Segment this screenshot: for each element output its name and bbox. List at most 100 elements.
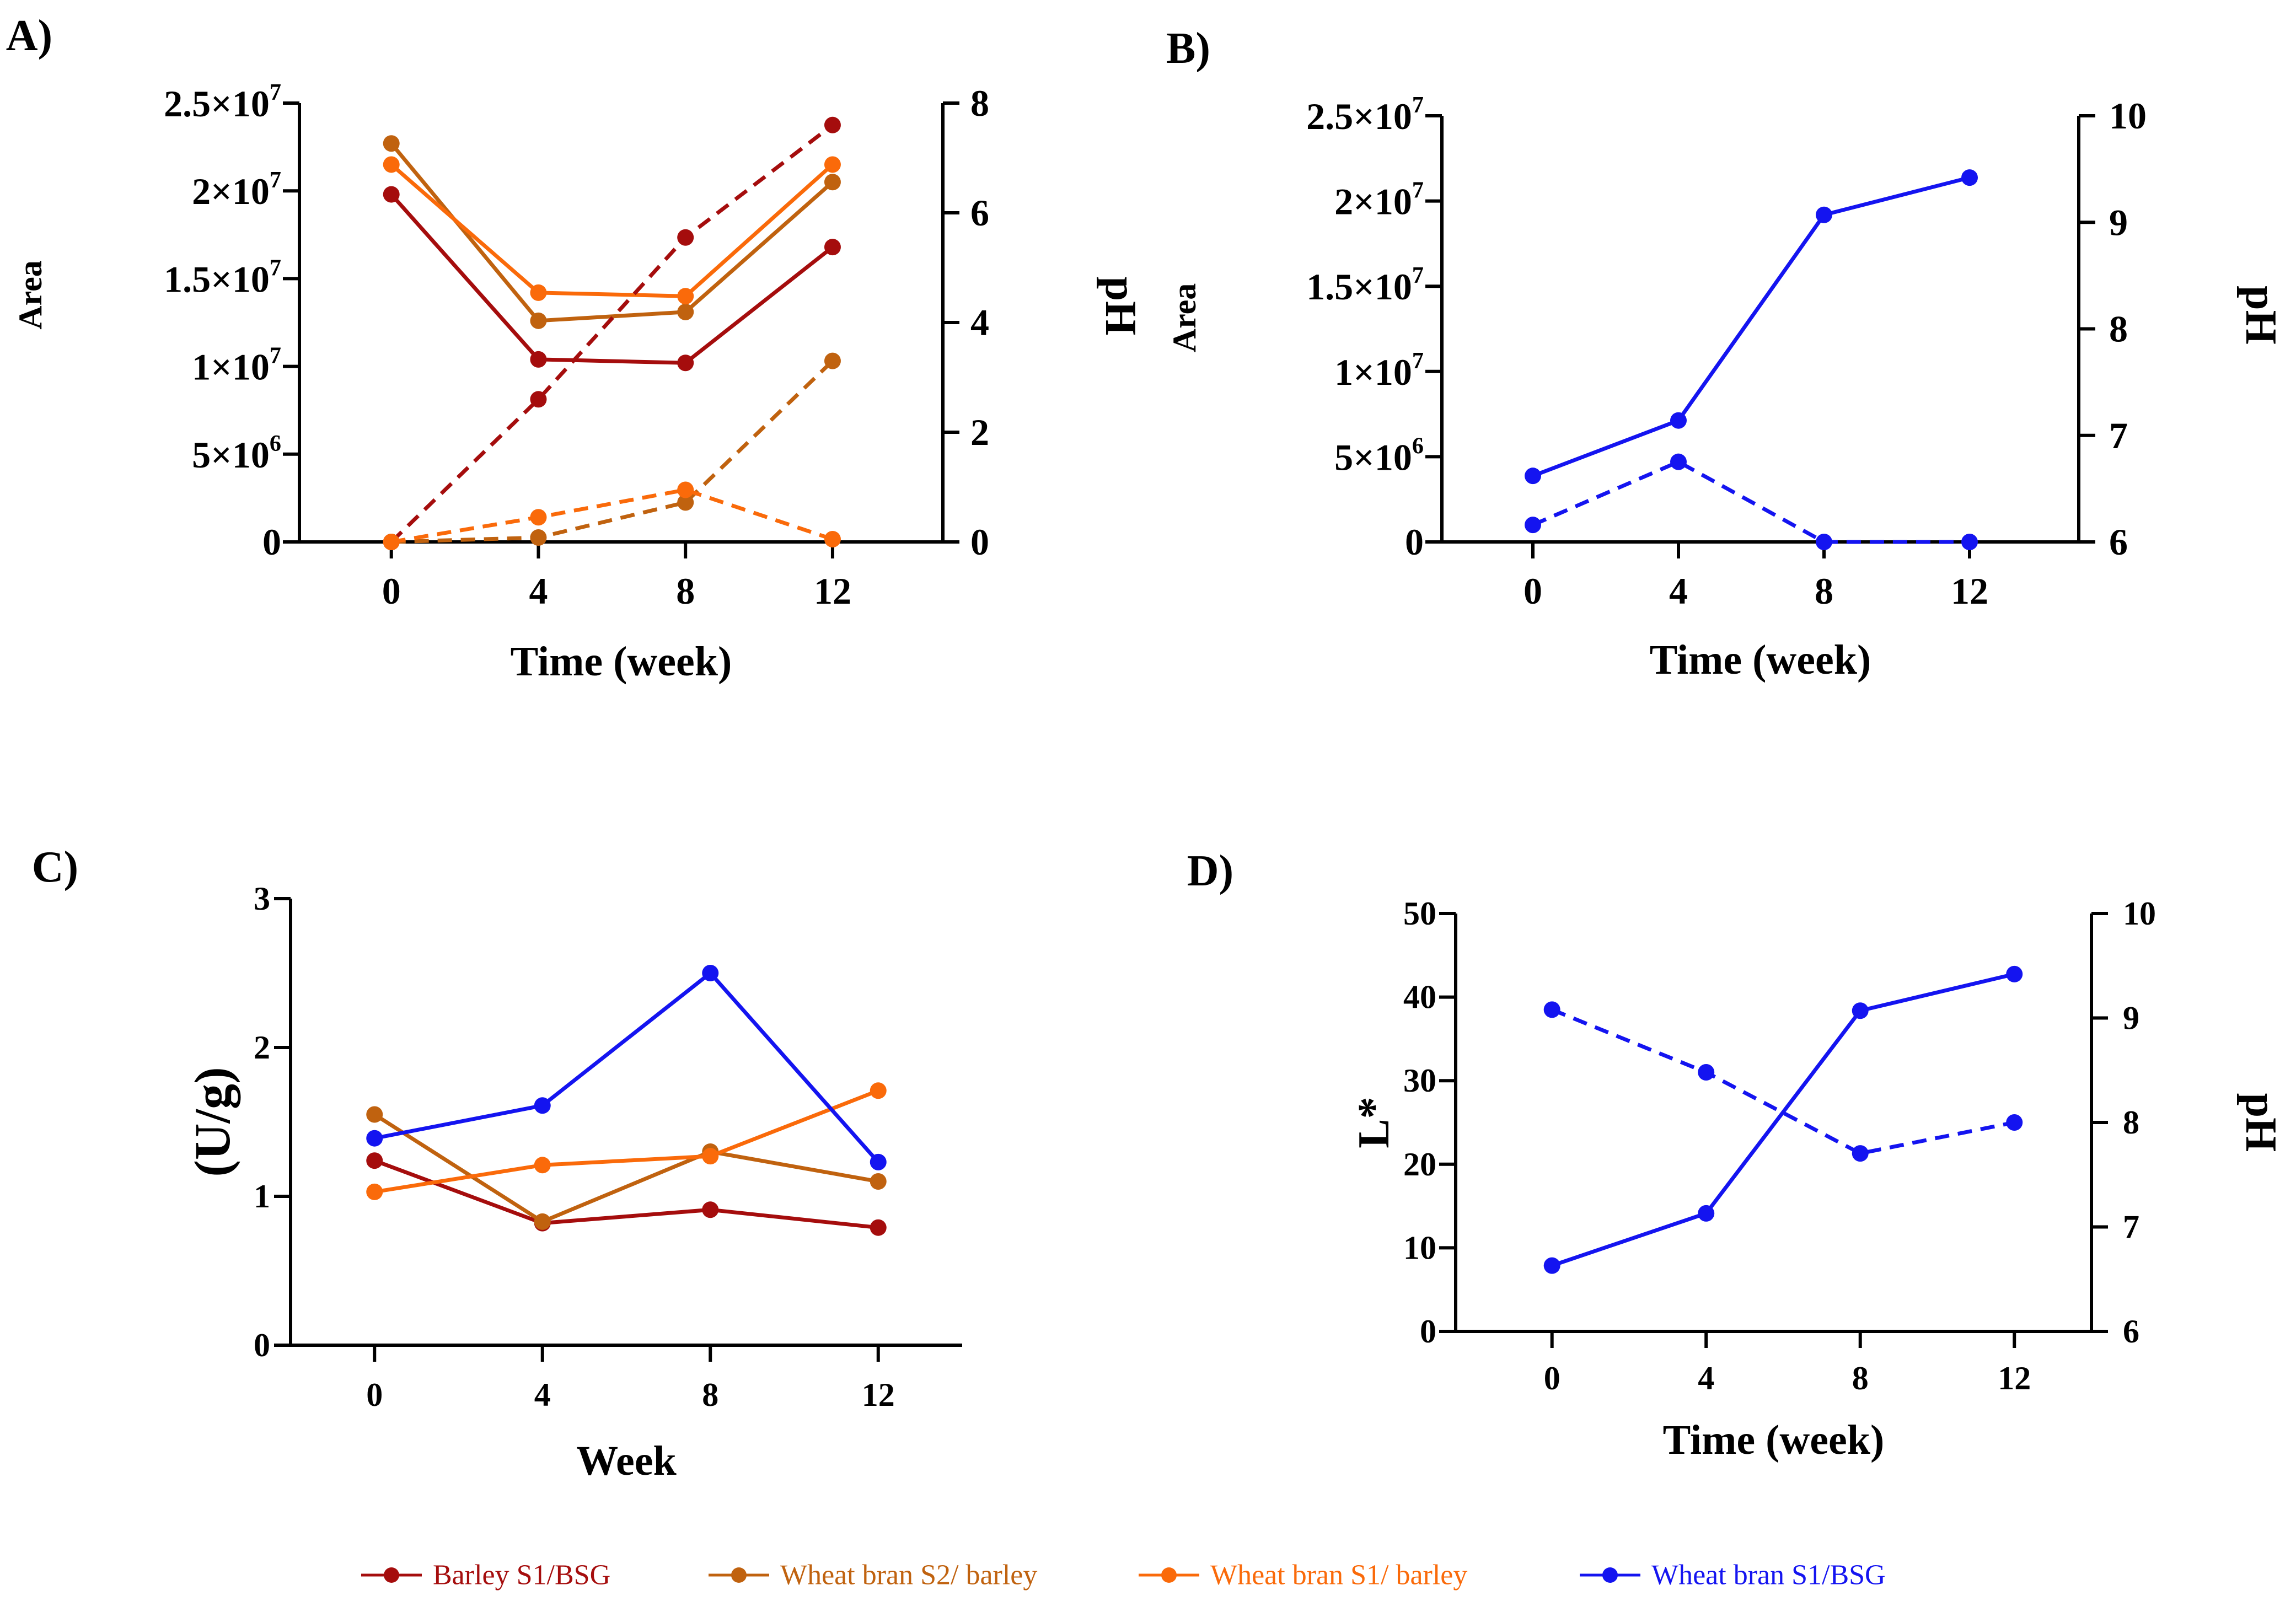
x-axis-label: Week bbox=[576, 1438, 677, 1484]
y-tick-label: 0 bbox=[1420, 1313, 1436, 1350]
x-tick-label: 12 bbox=[862, 1377, 895, 1413]
series-barley-s1-bsg-ph bbox=[383, 116, 841, 550]
data-point bbox=[1525, 517, 1541, 534]
x-tick-label: 0 bbox=[382, 570, 401, 612]
data-point bbox=[1670, 412, 1687, 429]
y-tick-label: 2×107 bbox=[192, 167, 281, 212]
series-line bbox=[1532, 175, 1970, 478]
data-point bbox=[530, 351, 547, 368]
data-point bbox=[530, 391, 547, 408]
y-tick-label: 50 bbox=[1403, 895, 1436, 932]
series-line bbox=[391, 487, 834, 544]
y-tick-exponent: 7 bbox=[270, 167, 281, 193]
data-point bbox=[677, 229, 694, 246]
y-tick-label: 2.5×107 bbox=[164, 79, 281, 125]
series-line bbox=[374, 1089, 879, 1194]
data-point bbox=[702, 1201, 719, 1218]
y-tick-label: 0 bbox=[262, 521, 281, 563]
x-tick-label: 8 bbox=[702, 1377, 718, 1413]
data-point bbox=[534, 1097, 551, 1114]
y2-tick-label: 0 bbox=[970, 521, 989, 563]
data-point bbox=[1961, 534, 1978, 550]
y-tick-base: 2×10 bbox=[192, 170, 270, 212]
legend-swatch-marker bbox=[1161, 1567, 1177, 1583]
data-point bbox=[1543, 1257, 1560, 1274]
y-tick-base: 2.5×10 bbox=[164, 83, 270, 125]
series-wheat-bran-s1-bsg-l- bbox=[1543, 1001, 2023, 1162]
legend: Barley S1/BSG Wheat bran S2/ barley Wheat … bbox=[361, 1560, 1886, 1591]
data-point bbox=[2006, 965, 2023, 982]
y-tick-exponent: 7 bbox=[1412, 178, 1424, 203]
data-point bbox=[366, 1106, 383, 1123]
y-tick-exponent: 7 bbox=[1412, 348, 1424, 374]
data-point bbox=[824, 174, 841, 191]
data-point bbox=[366, 1183, 383, 1200]
data-point bbox=[1961, 169, 1978, 186]
data-point bbox=[1543, 1001, 1560, 1018]
y-tick-exponent: 7 bbox=[270, 79, 281, 105]
y-tick-label: 1×107 bbox=[1334, 348, 1424, 393]
data-point bbox=[870, 1082, 887, 1099]
data-point bbox=[824, 239, 841, 256]
data-point bbox=[366, 1152, 383, 1169]
legend-swatch-marker bbox=[731, 1567, 747, 1583]
y-tick-exponent: 7 bbox=[270, 343, 281, 369]
panel-label: C) bbox=[32, 843, 78, 891]
series-wheat-bran-s1-bsg-ph bbox=[1543, 965, 2023, 1274]
data-point bbox=[1698, 1064, 1715, 1081]
data-point bbox=[870, 1153, 887, 1170]
y2-tick-label: 7 bbox=[2123, 1209, 2139, 1245]
data-point bbox=[1525, 468, 1541, 485]
y-tick-label: 5×106 bbox=[192, 431, 281, 476]
y-tick-label: 30 bbox=[1403, 1062, 1436, 1099]
y-tick-base: 20 bbox=[1403, 1146, 1436, 1183]
y-tick-base: 1×10 bbox=[1334, 351, 1412, 393]
y-tick-base: 1.5×10 bbox=[164, 258, 270, 300]
y2-tick-label: 6 bbox=[970, 192, 989, 234]
data-point bbox=[530, 509, 547, 526]
y-tick-base: 0 bbox=[1420, 1313, 1436, 1350]
x-tick-label: 8 bbox=[676, 570, 695, 612]
x-axis-label: Time (week) bbox=[511, 638, 732, 685]
legend-entry: Barley S1/BSG bbox=[361, 1560, 610, 1591]
data-point bbox=[530, 529, 547, 546]
y-tick-exponent: 6 bbox=[270, 431, 281, 456]
x-tick-label: 0 bbox=[1523, 570, 1542, 612]
y-tick-base: 1×10 bbox=[192, 346, 270, 388]
x-tick-label: 8 bbox=[1815, 570, 1833, 612]
data-point bbox=[1852, 1002, 1869, 1019]
data-point bbox=[824, 116, 841, 133]
y2-axis-label: pH bbox=[1096, 277, 1145, 336]
y-tick-label: 20 bbox=[1403, 1146, 1436, 1183]
legend-label: Barley S1/BSG bbox=[433, 1560, 610, 1591]
x-axis-label: Time (week) bbox=[1663, 1417, 1885, 1463]
series-wheat-bran-s2-barley-ph bbox=[383, 352, 841, 550]
x-tick-label: 12 bbox=[814, 570, 851, 612]
panel-label: D) bbox=[1187, 847, 1233, 895]
series-line bbox=[390, 163, 834, 298]
y2-tick-label: 8 bbox=[970, 82, 989, 124]
x-tick-label: 12 bbox=[1951, 570, 1988, 612]
series-wheat-bran-s1-barley-ph bbox=[383, 481, 841, 550]
data-point bbox=[870, 1173, 887, 1190]
data-point bbox=[677, 303, 694, 320]
data-point bbox=[677, 288, 694, 305]
y-tick-base: 0 bbox=[262, 521, 281, 563]
series-line bbox=[1551, 972, 2015, 1267]
y-tick-base: 2 bbox=[254, 1029, 270, 1066]
y2-tick-label: 4 bbox=[970, 302, 989, 343]
data-point bbox=[530, 284, 547, 301]
y-tick-label: 5×106 bbox=[1334, 433, 1424, 478]
y-tick-base: 5×10 bbox=[192, 434, 270, 476]
data-point bbox=[383, 534, 400, 550]
legend-entry: Wheat bran S1/BSG bbox=[1580, 1560, 1886, 1591]
data-point bbox=[677, 481, 694, 498]
data-point bbox=[702, 1148, 719, 1165]
panel-label: A) bbox=[6, 12, 52, 60]
y-tick-exponent: 7 bbox=[1412, 262, 1424, 288]
data-point bbox=[1852, 1145, 1869, 1162]
data-point bbox=[366, 1130, 383, 1147]
data-point bbox=[383, 156, 400, 173]
